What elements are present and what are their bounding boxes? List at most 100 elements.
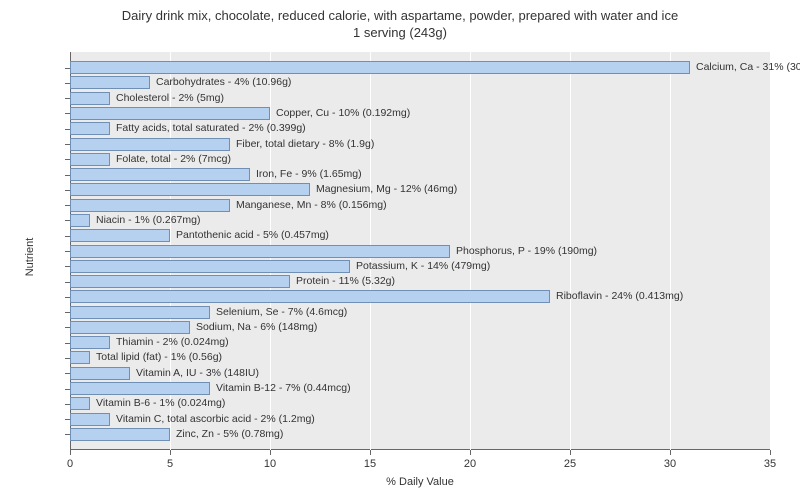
x-axis-title: % Daily Value — [386, 476, 454, 488]
bar-label: Magnesium, Mg - 12% (46mg) — [316, 183, 457, 196]
bar — [70, 61, 690, 74]
bar-label: Niacin - 1% (0.267mg) — [96, 214, 200, 227]
bar — [70, 275, 290, 288]
x-tick — [270, 450, 271, 455]
bar — [70, 153, 110, 166]
x-tick-label: 20 — [464, 458, 476, 470]
bar — [70, 122, 110, 135]
bar-label: Potassium, K - 14% (479mg) — [356, 260, 490, 273]
bar — [70, 382, 210, 395]
y-tick — [65, 190, 70, 191]
bar-label: Cholesterol - 2% (5mg) — [116, 92, 224, 105]
bar — [70, 367, 130, 380]
bar-label: Calcium, Ca - 31% (309mg) — [696, 61, 800, 74]
x-tick — [570, 450, 571, 455]
y-tick — [65, 220, 70, 221]
x-tick — [70, 450, 71, 455]
bar — [70, 245, 450, 258]
y-tick — [65, 358, 70, 359]
bar-label: Fatty acids, total saturated - 2% (0.399… — [116, 122, 306, 135]
x-tick-label: 25 — [564, 458, 576, 470]
bar-label: Vitamin B-12 - 7% (0.44mcg) — [216, 382, 351, 395]
x-tick-label: 10 — [264, 458, 276, 470]
y-tick — [65, 98, 70, 99]
bar — [70, 92, 110, 105]
y-tick — [65, 434, 70, 435]
y-tick — [65, 129, 70, 130]
chart-container: Dairy drink mix, chocolate, reduced calo… — [0, 0, 800, 500]
y-tick — [65, 266, 70, 267]
bar-label: Pantothenic acid - 5% (0.457mg) — [176, 229, 329, 242]
bar-label: Carbohydrates - 4% (10.96g) — [156, 76, 291, 89]
bar — [70, 428, 170, 441]
x-tick — [770, 450, 771, 455]
grid-line — [670, 52, 671, 450]
bar-label: Zinc, Zn - 5% (0.78mg) — [176, 428, 283, 441]
y-tick — [65, 419, 70, 420]
bar-label: Phosphorus, P - 19% (190mg) — [456, 245, 597, 258]
bar — [70, 183, 310, 196]
x-tick-label: 30 — [664, 458, 676, 470]
bar-label: Vitamin B-6 - 1% (0.024mg) — [96, 397, 225, 410]
y-tick — [65, 312, 70, 313]
bar — [70, 214, 90, 227]
bar-label: Manganese, Mn - 8% (0.156mg) — [236, 199, 387, 212]
y-tick — [65, 144, 70, 145]
x-tick — [370, 450, 371, 455]
bar-label: Folate, total - 2% (7mcg) — [116, 153, 231, 166]
y-tick — [65, 175, 70, 176]
plot-area: Nutrient % Daily Value 05101520253035Cal… — [70, 52, 770, 450]
y-tick — [65, 205, 70, 206]
bar — [70, 336, 110, 349]
x-tick — [470, 450, 471, 455]
bar — [70, 168, 250, 181]
bar-label: Fiber, total dietary - 8% (1.9g) — [236, 138, 374, 151]
y-tick — [65, 297, 70, 298]
bar-label: Vitamin C, total ascorbic acid - 2% (1.2… — [116, 413, 315, 426]
bar-label: Protein - 11% (5.32g) — [296, 275, 395, 288]
y-axis-title: Nutrient — [24, 238, 36, 277]
bar — [70, 306, 210, 319]
bar — [70, 397, 90, 410]
bar-label: Selenium, Se - 7% (4.6mcg) — [216, 306, 347, 319]
bar — [70, 107, 270, 120]
x-tick-label: 35 — [764, 458, 776, 470]
bar — [70, 351, 90, 364]
bar — [70, 138, 230, 151]
x-tick-label: 0 — [67, 458, 73, 470]
bar — [70, 290, 550, 303]
x-tick — [170, 450, 171, 455]
bar-label: Copper, Cu - 10% (0.192mg) — [276, 107, 410, 120]
x-axis-line — [70, 449, 770, 450]
bar-label: Riboflavin - 24% (0.413mg) — [556, 290, 683, 303]
bar-label: Thiamin - 2% (0.024mg) — [116, 336, 229, 349]
y-tick — [65, 159, 70, 160]
title-line-1: Dairy drink mix, chocolate, reduced calo… — [122, 8, 678, 23]
bar — [70, 413, 110, 426]
y-tick — [65, 68, 70, 69]
bar — [70, 321, 190, 334]
bar — [70, 76, 150, 89]
y-tick — [65, 343, 70, 344]
x-tick — [670, 450, 671, 455]
bar — [70, 199, 230, 212]
bar-label: Total lipid (fat) - 1% (0.56g) — [96, 351, 222, 364]
title-line-2: 1 serving (243g) — [353, 25, 447, 40]
y-tick — [65, 404, 70, 405]
grid-line — [770, 52, 771, 450]
y-tick — [65, 83, 70, 84]
chart-title: Dairy drink mix, chocolate, reduced calo… — [0, 0, 800, 42]
y-tick — [65, 327, 70, 328]
bar — [70, 260, 350, 273]
y-tick — [65, 389, 70, 390]
bar-label: Vitamin A, IU - 3% (148IU) — [136, 367, 259, 380]
x-tick-label: 15 — [364, 458, 376, 470]
y-tick — [65, 236, 70, 237]
y-tick — [65, 282, 70, 283]
y-tick — [65, 113, 70, 114]
bar-label: Sodium, Na - 6% (148mg) — [196, 321, 317, 334]
y-tick — [65, 373, 70, 374]
bar — [70, 229, 170, 242]
y-tick — [65, 251, 70, 252]
bar-label: Iron, Fe - 9% (1.65mg) — [256, 168, 362, 181]
